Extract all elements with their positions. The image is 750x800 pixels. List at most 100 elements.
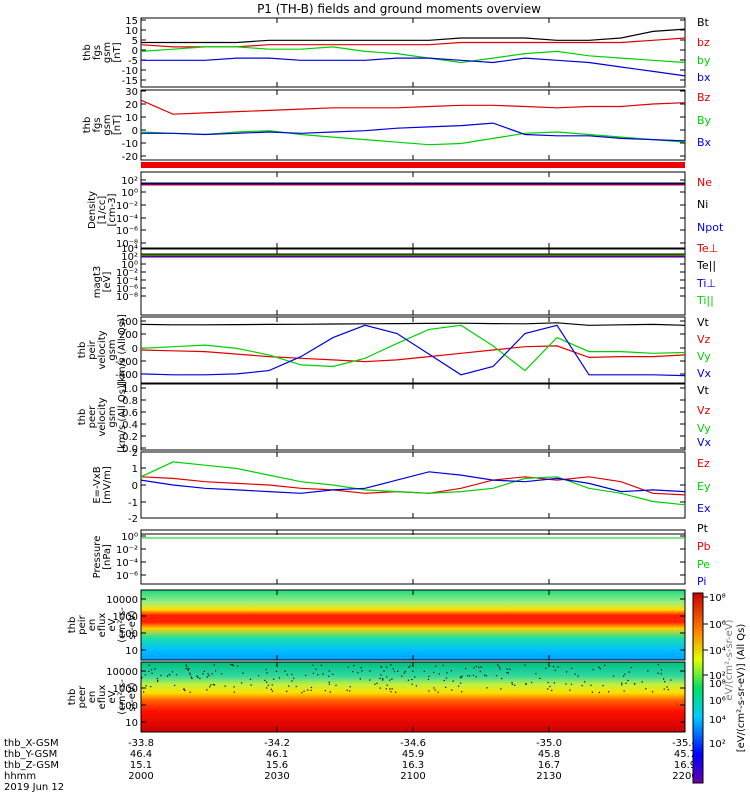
noise-dot	[598, 691, 600, 694]
noise-dot	[174, 684, 176, 686]
ivel-frame	[140, 316, 686, 384]
legend-Pe: Pe	[697, 558, 710, 571]
y-tick-label: 100	[119, 629, 138, 640]
fgs2-frame	[140, 89, 686, 161]
noise-dot	[203, 670, 205, 672]
efield-series-Ex	[140, 471, 686, 494]
noise-dot	[549, 685, 551, 688]
legend-Ex: Ex	[697, 502, 711, 515]
ispec-spectrogram	[141, 590, 685, 660]
y-tick-label: 0.6	[122, 408, 138, 419]
noise-dot	[569, 689, 571, 691]
y-tick-label: -10	[122, 66, 138, 77]
noise-dot	[497, 664, 499, 666]
noise-dot	[379, 677, 381, 680]
y-tick-label: 10⁻⁶	[116, 284, 138, 295]
x-axis-row-label: 2019 Jun 12	[4, 782, 64, 793]
legend-bz: bz	[697, 36, 710, 49]
noise-dot	[461, 691, 463, 693]
x-axis-value: 15.6	[266, 760, 288, 771]
y-axis-label: fgs	[92, 117, 103, 132]
y-tick-label: 1.0	[122, 384, 138, 395]
noise-dot	[266, 672, 268, 674]
noise-dot	[380, 674, 382, 676]
x-axis-value: -35.0	[536, 738, 562, 749]
noise-dot	[349, 686, 351, 688]
noise-dot	[393, 671, 396, 673]
noise-dot	[663, 688, 665, 690]
x-axis-value: 2030	[264, 771, 289, 782]
noise-dot	[301, 692, 303, 694]
noise-dot	[438, 673, 440, 675]
noise-dot	[623, 690, 625, 692]
noise-dot	[391, 688, 393, 690]
y-tick-label: 10⁻⁸	[116, 292, 138, 303]
mode-bar	[141, 162, 685, 168]
noise-dot	[360, 667, 362, 669]
noise-dot	[267, 684, 269, 686]
noise-dot	[189, 691, 191, 693]
ivel-series-Vx	[140, 324, 686, 377]
noise-dot	[271, 690, 273, 692]
noise-dot	[230, 664, 232, 666]
noise-dot	[168, 673, 170, 676]
legend-Ez: Ez	[697, 457, 710, 470]
noise-dot	[592, 669, 594, 671]
y-tick-label: 10⁻²	[116, 545, 138, 556]
noise-dot	[320, 664, 322, 666]
y-tick-label: 10⁰	[121, 260, 138, 271]
y-axis-label: eflux	[97, 685, 108, 710]
noise-dot	[524, 664, 526, 666]
noise-dot	[657, 672, 659, 674]
y-axis-label: eflux	[97, 613, 108, 638]
x-axis-value: -33.8	[128, 738, 154, 749]
noise-dot	[186, 665, 188, 668]
noise-dot	[433, 671, 435, 673]
y-tick-label: 10²	[121, 252, 138, 263]
y-tick-label: 10000	[106, 667, 138, 678]
noise-dot	[207, 673, 209, 675]
noise-dot	[346, 689, 348, 691]
noise-dot	[577, 675, 579, 677]
y-tick-label: -200	[115, 357, 138, 368]
noise-dot	[197, 676, 199, 678]
y-axis-label: velocity	[97, 330, 108, 369]
y-axis-label: [km/s (All Qs)]	[117, 314, 128, 386]
noise-dot	[369, 670, 371, 672]
noise-dot	[460, 682, 462, 684]
y-axis-label: E=-VxB	[92, 466, 103, 503]
y-axis-label: thb	[82, 117, 93, 134]
noise-dot	[390, 664, 392, 666]
noise-dot	[291, 673, 293, 676]
noise-dot	[511, 683, 513, 685]
noise-dot	[211, 673, 213, 675]
noise-dot	[621, 684, 623, 686]
legend-Bt: Bt	[697, 16, 710, 29]
noise-dot	[509, 668, 511, 670]
x-axis-row-label: thb_Y-GSM	[4, 749, 57, 760]
noise-dot	[335, 684, 337, 686]
noise-dot	[433, 687, 435, 689]
y-axis-label: gsm	[107, 339, 118, 360]
ivel-series-Vz	[140, 345, 686, 363]
noise-dot	[500, 688, 502, 690]
y-axis-label: fgs	[92, 45, 103, 60]
noise-dot	[446, 672, 448, 674]
noise-dot	[391, 678, 393, 680]
noise-dot	[383, 670, 385, 672]
colorbar-tick-label: 10⁶	[709, 696, 726, 707]
fgs2-series-By	[140, 130, 686, 146]
legend-Vt: Vt	[697, 316, 710, 329]
y-tick-label: -1	[128, 498, 138, 509]
noise-dot	[437, 691, 439, 693]
noise-dot	[329, 691, 331, 693]
noise-dot	[645, 688, 647, 690]
noise-dot	[315, 668, 317, 670]
noise-dot	[150, 686, 152, 688]
y-tick-label: 10000	[106, 595, 138, 606]
noise-dot	[478, 666, 480, 668]
noise-dot	[608, 691, 610, 693]
